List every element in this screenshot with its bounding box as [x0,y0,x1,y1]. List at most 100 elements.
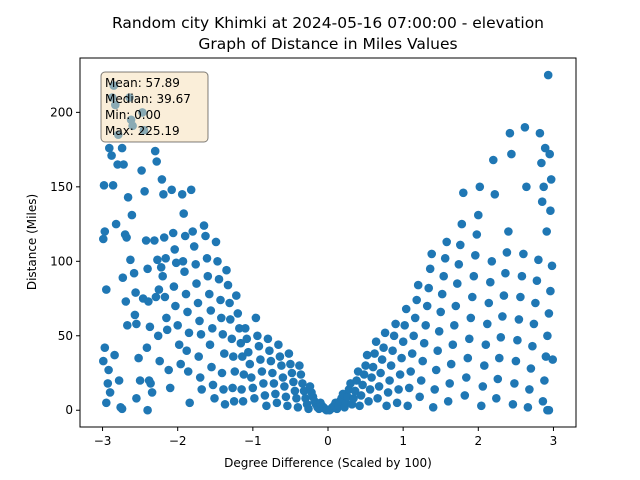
data-point [181,289,191,299]
data-point [129,268,139,278]
data-point [377,355,387,364]
data-point [113,160,122,169]
data-point [540,376,549,385]
data-point [511,356,521,366]
stats-box: Mean: 57.89 Median: 39.67 Min: 0.00 Max:… [100,71,209,143]
data-point [150,146,160,156]
data-point [186,185,196,195]
data-point [466,313,476,323]
data-point [376,368,385,378]
data-point [253,331,262,341]
data-point [349,394,358,403]
data-point [468,292,477,302]
data-point [150,236,159,245]
data-point [368,362,378,372]
data-point [498,312,507,321]
data-point [195,316,204,326]
data-point [397,353,406,363]
data-point [208,380,218,390]
data-point [537,158,546,168]
x-tick-label: 2 [474,434,482,448]
data-point [247,373,256,382]
data-point [446,359,456,369]
data-point [132,394,141,403]
data-point [199,221,209,230]
x-tick-label: −3 [94,434,112,448]
data-point [205,340,215,350]
data-point [134,353,143,363]
chart-title-line1: Random city Khimki at 2024-05-16 07:00:0… [112,14,544,32]
data-point [293,403,303,412]
data-point [456,240,465,250]
data-point [404,383,414,393]
data-point [168,228,178,238]
data-point [361,361,370,370]
data-point [428,403,438,412]
data-point [462,373,471,382]
data-point [419,338,429,348]
data-point [425,264,435,274]
data-point [189,242,199,251]
data-point [520,123,530,132]
data-point [370,349,379,358]
data-point [388,346,397,356]
data-point [229,352,238,361]
data-point [154,285,164,294]
data-point [239,370,249,379]
y-tick-label: 0 [65,403,73,417]
data-point [130,310,140,320]
data-point [403,401,413,411]
data-point [382,401,391,411]
data-point [118,273,128,283]
x-tick-label: 0 [324,434,332,448]
y-axis-label: Distance (Miles) [25,194,39,290]
y-tick-label: 100 [50,254,73,268]
data-point [220,349,229,358]
data-point [472,230,482,239]
data-point [296,370,306,379]
data-point [450,321,459,330]
data-point [407,349,417,358]
data-point [183,307,192,317]
data-point [406,367,416,376]
data-point [250,394,259,403]
data-point [514,315,524,324]
data-point [182,346,191,356]
data-point [108,181,118,190]
data-point [295,361,304,370]
data-point [145,322,155,332]
y-tick-label: 50 [58,329,73,343]
data-point [274,340,283,350]
data-point [490,190,500,199]
stats-box-background [100,71,209,143]
data-point [392,398,402,408]
data-point [483,319,492,329]
data-point [131,288,140,297]
data-point [236,338,246,348]
data-point [105,388,115,397]
data-point [242,334,252,344]
stats-max: Max: 225.19 [105,124,180,138]
data-point [207,362,216,372]
data-point [359,370,369,379]
data-point [165,383,175,393]
data-point [272,398,282,408]
data-point [184,328,194,338]
data-point [230,367,240,376]
data-point [537,197,547,206]
data-point [451,301,461,311]
data-point [141,236,151,245]
data-point [211,237,221,247]
data-point [290,386,300,396]
data-point [277,361,286,370]
data-point [304,404,313,414]
data-point [460,391,470,400]
data-point [194,352,203,361]
data-point [174,340,184,350]
data-point [471,251,480,260]
data-point [522,182,531,192]
data-point [548,355,557,364]
data-point [210,394,219,403]
data-point [513,335,522,345]
data-point [256,355,265,364]
